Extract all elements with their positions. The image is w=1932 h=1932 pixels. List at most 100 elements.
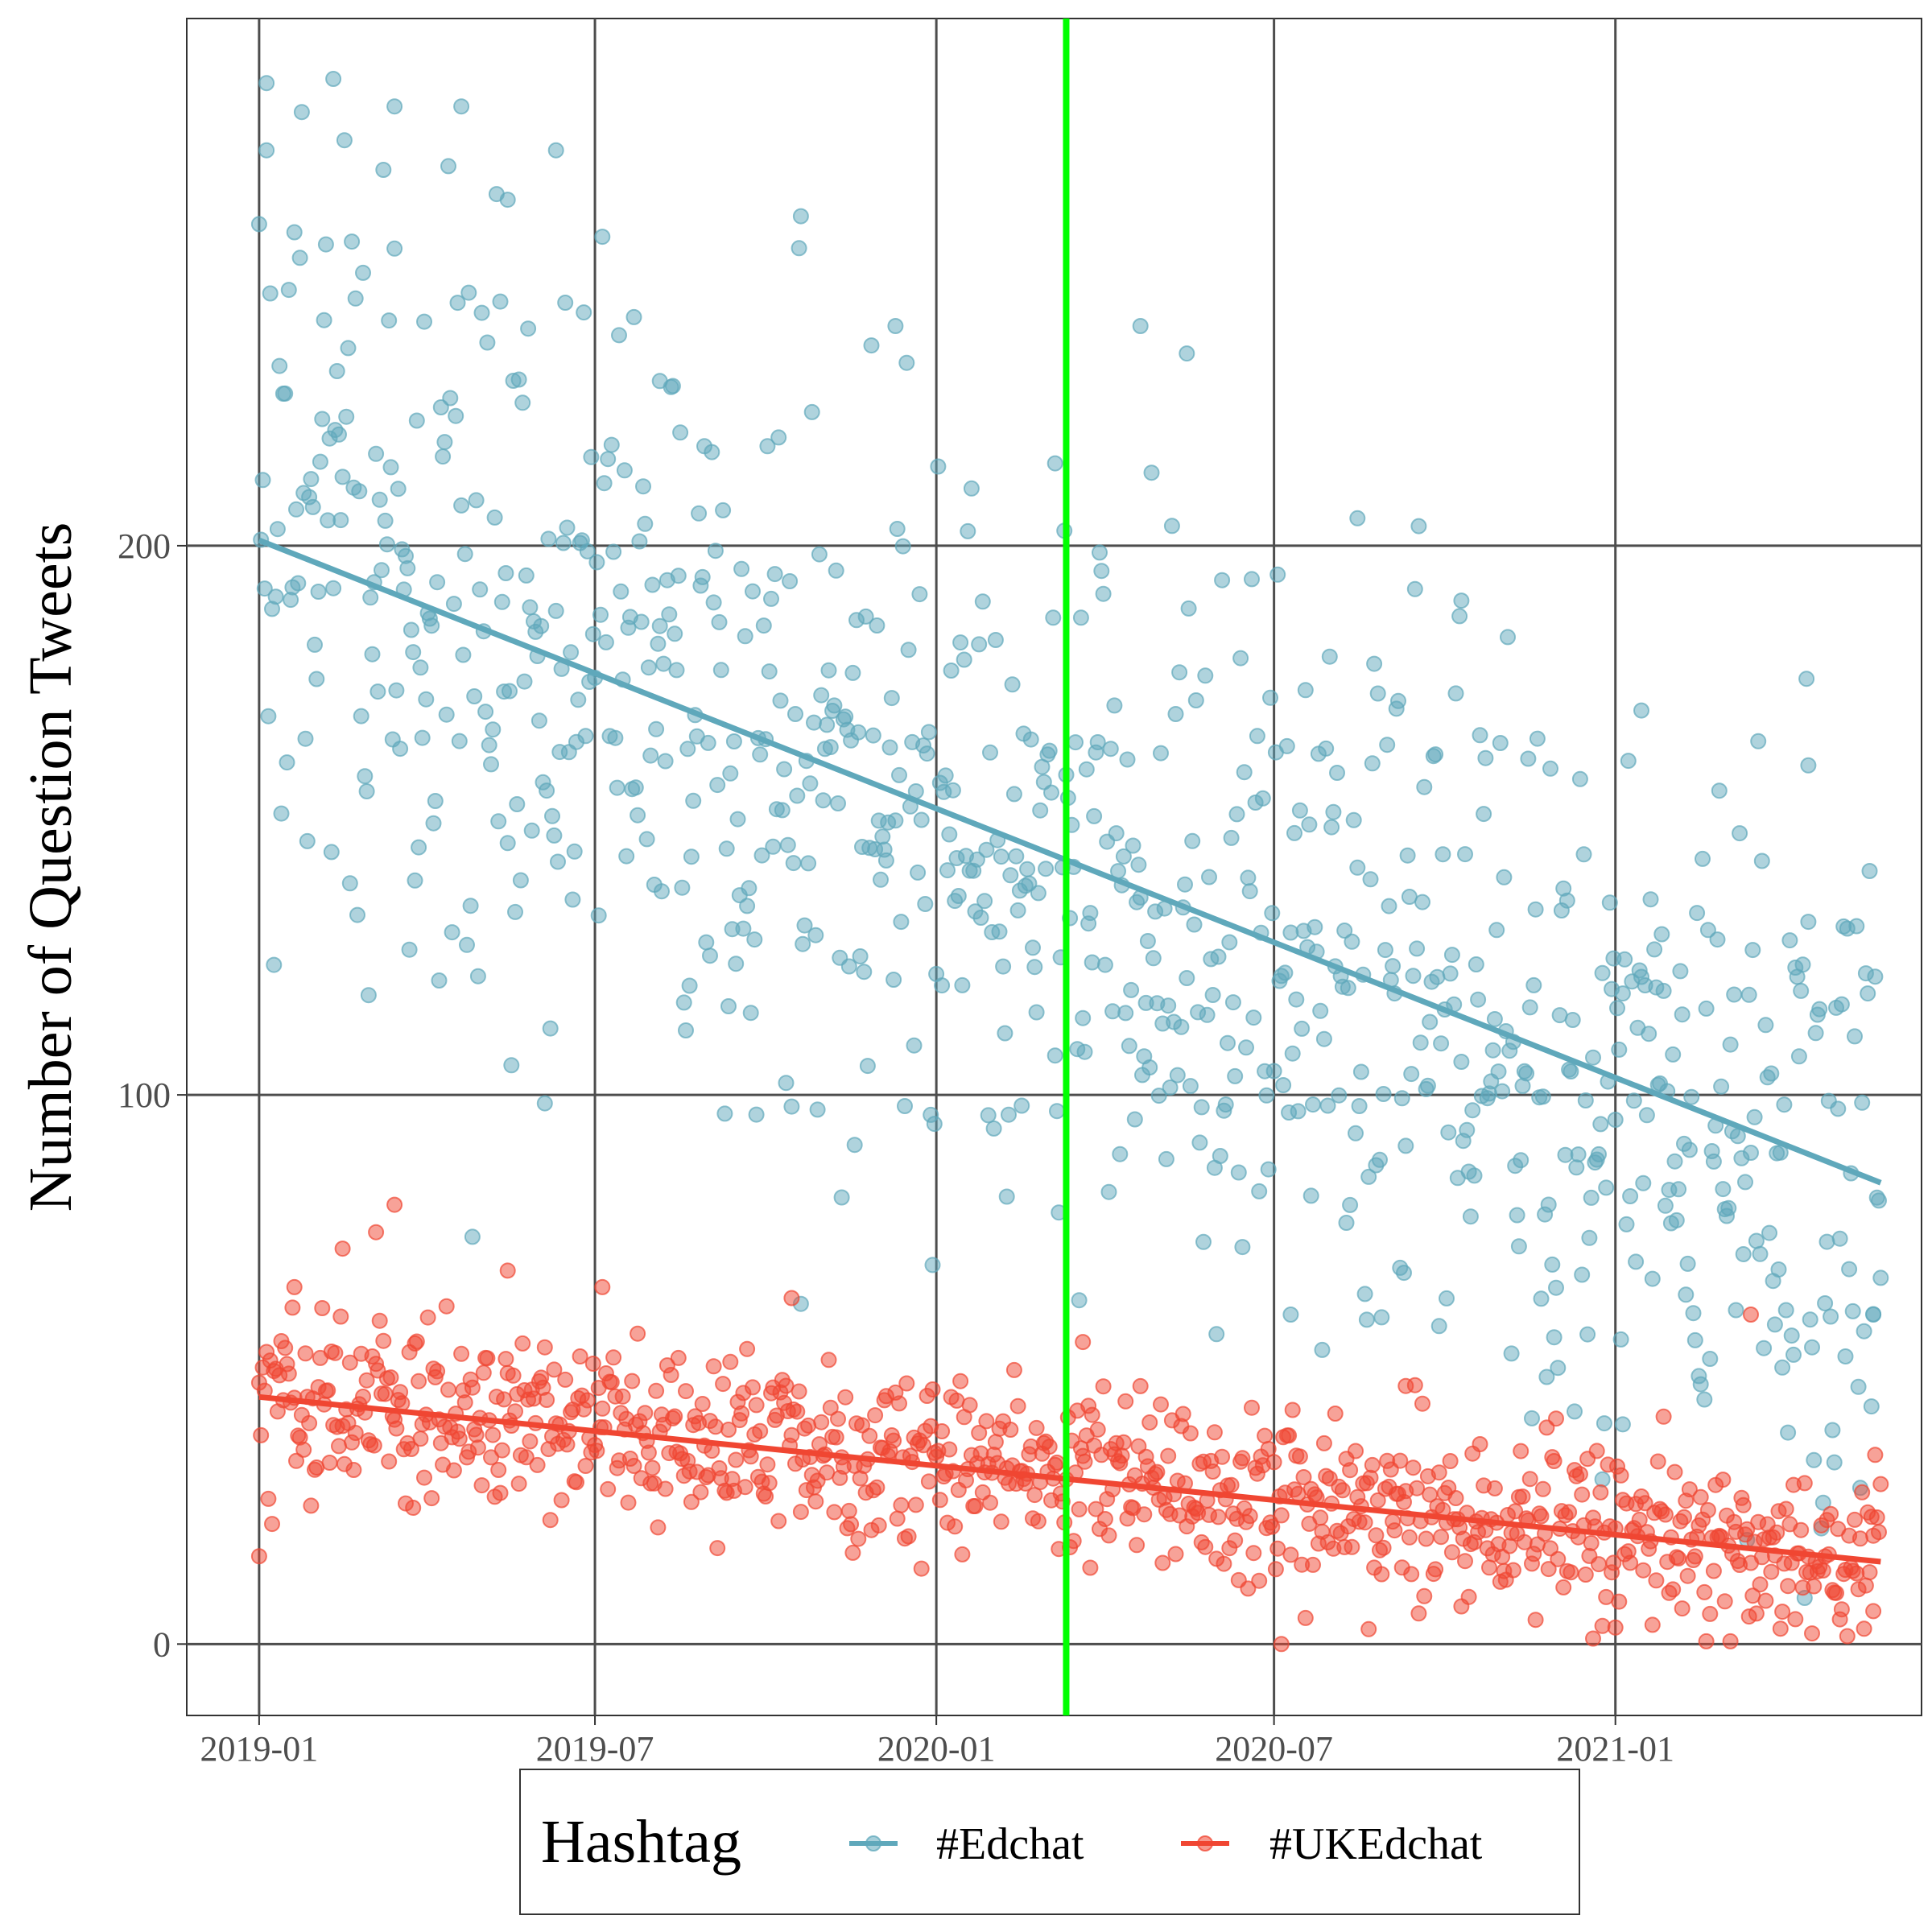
point-edchat-692: [1534, 1088, 1551, 1105]
point-edchat-353: [906, 1037, 923, 1054]
point-edchat-19: [286, 224, 303, 241]
point-edchat-689: [1529, 730, 1546, 747]
point-ukedchat-733: [1611, 1593, 1628, 1610]
point-ukedchat-802: [1739, 1521, 1756, 1538]
point-edchat-599: [1362, 871, 1379, 888]
point-edchat-411: [1013, 1097, 1030, 1114]
point-ukedchat-707: [1563, 1564, 1579, 1581]
point-edchat-708: [1564, 1012, 1581, 1028]
point-ukedchat-696: [1542, 1540, 1558, 1557]
point-ukedchat-246: [707, 1418, 724, 1435]
point-ukedchat-214: [648, 1382, 665, 1399]
point-ukedchat-473: [1129, 1537, 1146, 1554]
point-edchat-699: [1548, 1279, 1564, 1296]
point-ukedchat-645: [1447, 1490, 1464, 1506]
point-ukedchat-300: [807, 1493, 824, 1510]
point-edchat-231: [679, 741, 696, 758]
y-tick-label-1: 100: [118, 1075, 171, 1115]
point-edchat-265: [742, 1005, 759, 1022]
point-edchat-2: [254, 472, 271, 489]
point-edchat-300: [807, 927, 824, 943]
point-ukedchat-502: [1182, 1425, 1199, 1442]
point-edchat-608: [1379, 737, 1396, 753]
point-edchat-81: [401, 941, 418, 958]
point-edchat-739: [1622, 1188, 1639, 1204]
point-edchat-864: [1854, 1094, 1871, 1111]
point-ukedchat-93: [423, 1490, 440, 1507]
point-edchat-207: [635, 478, 651, 495]
point-edchat-194: [611, 327, 627, 344]
point-ukedchat-536: [1245, 1545, 1262, 1562]
point-edchat-338: [877, 852, 894, 869]
y-tick-label-2: 200: [118, 526, 171, 566]
point-ukedchat-746: [1635, 1562, 1652, 1579]
point-edchat-809: [1752, 1245, 1769, 1262]
point-edchat-489: [1158, 1150, 1174, 1167]
point-ukedchat-847: [1823, 1505, 1839, 1522]
point-ukedchat-268: [748, 1397, 765, 1414]
point-edchat-861: [1848, 918, 1865, 935]
point-edchat-58: [358, 783, 375, 799]
point-edchat-96: [429, 574, 446, 591]
point-edchat-extra-11: [1179, 345, 1195, 362]
point-edchat-738: [1620, 753, 1637, 770]
point-edchat-521: [1217, 1096, 1234, 1113]
point-edchat-134: [499, 835, 516, 852]
point-edchat-69: [378, 536, 395, 553]
point-edchat-131: [493, 593, 510, 610]
point-edchat-778: [1695, 850, 1711, 867]
point-edchat-348: [897, 1098, 913, 1114]
point-ukedchat-329: [861, 1427, 878, 1444]
point-edchat-839: [1807, 1025, 1824, 1042]
point-edchat-12: [273, 805, 290, 822]
point-edchat-519: [1214, 572, 1231, 588]
point-edchat-496: [1171, 664, 1188, 681]
point-edchat-47: [338, 408, 355, 425]
point-edchat-327: [857, 608, 874, 625]
point-edchat-184: [592, 606, 609, 623]
point-edchat-472: [1126, 1111, 1143, 1128]
point-edchat-20: [288, 501, 304, 518]
x-tick-label-4: 2021-01: [1556, 1729, 1674, 1769]
point-ukedchat-89: [416, 1469, 432, 1486]
point-ukedchat-254: [722, 1353, 739, 1370]
point-ukedchat-823: [1777, 1501, 1794, 1517]
point-ukedchat-394: [982, 1494, 998, 1511]
point-edchat-575: [1318, 740, 1335, 757]
point-edchat-851: [1830, 1100, 1847, 1117]
point-edchat-691: [1533, 1290, 1550, 1307]
point-edchat-195: [613, 583, 630, 600]
point-edchat-44: [332, 512, 349, 529]
point-edchat-299: [806, 714, 822, 731]
point-ukedchat-extra-9: [1743, 1307, 1759, 1323]
point-ukedchat-150: [529, 1456, 546, 1473]
point-edchat-642: [1442, 965, 1459, 982]
point-edchat-758: [1657, 1197, 1674, 1214]
point-edchat-228: [674, 879, 691, 896]
point-edchat-715: [1577, 1092, 1594, 1108]
point-edchat-712: [1571, 770, 1588, 787]
point-edchat-445: [1076, 1043, 1093, 1060]
point-ukedchat-70: [381, 1453, 398, 1470]
point-edchat-600: [1364, 755, 1381, 772]
point-edchat-114: [462, 898, 479, 914]
point-edchat-771: [1681, 1141, 1698, 1158]
point-ukedchat-342: [886, 1432, 902, 1449]
point-edchat-16: [280, 282, 297, 299]
point-edchat-838: [1806, 1451, 1823, 1468]
point-edchat-377: [950, 888, 967, 904]
point-ukedchat-201: [624, 1373, 641, 1389]
point-edchat-384: [963, 480, 980, 497]
point-ukedchat-514: [1204, 1463, 1221, 1480]
point-edchat-274: [759, 438, 776, 455]
point-edchat-492: [1163, 518, 1180, 535]
point-edchat-576: [1319, 1097, 1336, 1114]
point-edchat-409: [1009, 902, 1026, 919]
point-ukedchat-37: [320, 1382, 336, 1399]
point-ukedchat-542: [1257, 1427, 1274, 1444]
point-ukedchat-455: [1095, 1378, 1112, 1395]
point-edchat-804: [1743, 1145, 1759, 1161]
point-edchat-289: [787, 706, 803, 722]
point-ukedchat-713: [1574, 1486, 1591, 1503]
point-edchat-531: [1236, 764, 1253, 781]
